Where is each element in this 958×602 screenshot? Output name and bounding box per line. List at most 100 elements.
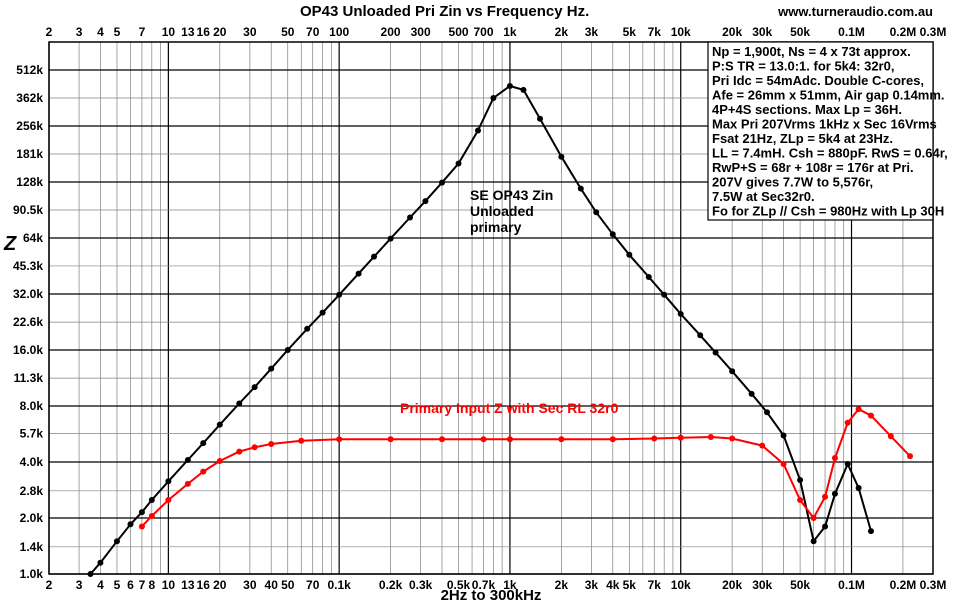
x-tick-top: 2k	[555, 25, 569, 39]
y-tick: 256k	[16, 119, 43, 133]
x-tick-top: 3	[76, 25, 83, 39]
info-line: 7.5W at Sec32r0.	[712, 189, 815, 204]
x-tick-bottom: 50k	[790, 578, 810, 592]
x-tick-bottom: 0.2k	[379, 578, 403, 592]
y-tick: 181k	[16, 147, 43, 161]
x-tick-top: 200	[381, 25, 401, 39]
x-tick-top: 7k	[648, 25, 662, 39]
y-tick: 22.6k	[13, 315, 43, 329]
x-tick-bottom: 20k	[722, 578, 742, 592]
x-tick-bottom: 4k	[606, 578, 620, 592]
x-tick-bottom: 5	[114, 578, 121, 592]
x-tick-bottom: 30k	[752, 578, 772, 592]
x-tick-bottom: 2	[46, 578, 53, 592]
y-tick: 4.0k	[20, 455, 44, 469]
y-tick: 1.0k	[20, 567, 44, 581]
y-tick: 90.5k	[13, 203, 43, 217]
x-tick-top: 1k	[503, 25, 517, 39]
x-tick-top: 10k	[671, 25, 691, 39]
x-tick-bottom: 7k	[648, 578, 662, 592]
x-tick-bottom: 10	[162, 578, 176, 592]
x-tick-bottom: 30	[243, 578, 257, 592]
x-tick-top: 20	[213, 25, 227, 39]
y-tick: 2.0k	[20, 511, 44, 525]
x-tick-top: 30	[243, 25, 257, 39]
info-line: Max Pri 207Vrms 1kHz x Sec 16Vrms	[712, 117, 937, 132]
y-tick: 16.0k	[13, 343, 43, 357]
x-axis-title: 2Hz to 300kHz	[441, 587, 542, 602]
x-tick-top: 20k	[722, 25, 742, 39]
info-line: Fo for ZLp // Csh = 980Hz with Lp 30H	[712, 204, 944, 219]
x-tick-bottom: 3k	[585, 578, 599, 592]
x-tick-bottom: 20	[213, 578, 227, 592]
x-tick-bottom: 40	[265, 578, 279, 592]
x-tick-bottom: 6	[127, 578, 134, 592]
y-tick: 64k	[23, 231, 43, 245]
x-tick-top: 5	[114, 25, 121, 39]
x-tick-bottom: 0.3k	[409, 578, 433, 592]
info-line: Fsat 21Hz, ZLp = 5k4 at 23Hz.	[712, 131, 893, 146]
info-line: P:S TR = 13.0:1. for 5k4: 32r0,	[712, 59, 894, 74]
x-tick-top: 13	[181, 25, 195, 39]
x-tick-bottom: 0.1M	[838, 578, 865, 592]
y-tick: 8.0k	[20, 399, 44, 413]
x-tick-bottom: 4	[97, 578, 104, 592]
series-label-unloaded: Unloaded	[470, 203, 534, 219]
chart-title: OP43 Unloaded Pri Zin vs Frequency Hz.	[300, 3, 589, 20]
x-tick-top: 3k	[585, 25, 599, 39]
x-tick-top: 7	[139, 25, 146, 39]
y-tick: 5.7k	[20, 426, 44, 440]
x-tick-top: 30k	[752, 25, 772, 39]
info-line: LL = 7.4mH. Csh = 880pF. RwS = 0.64r,	[712, 146, 948, 161]
watermark: www.turneraudio.com.au	[777, 4, 933, 19]
x-tick-top: 0.2M	[890, 25, 917, 39]
x-tick-top: 70	[306, 25, 320, 39]
y-tick: 512k	[16, 63, 43, 77]
y-tick: 45.3k	[13, 259, 43, 273]
info-line: 207V gives 7.7W to 5,576r,	[712, 175, 873, 190]
y-tick: 362k	[16, 91, 43, 105]
y-tick: 128k	[16, 175, 43, 189]
x-tick-bottom: 0.1k	[327, 578, 351, 592]
x-tick-bottom: 8	[148, 578, 155, 592]
y-tick: 32.0k	[13, 287, 43, 301]
y-tick: 1.4k	[20, 540, 44, 554]
x-tick-top: 700	[473, 25, 493, 39]
chart-container: Np = 1,900t, Ns = 4 x 73t approx.P:S TR …	[0, 0, 958, 602]
x-tick-top: 500	[449, 25, 469, 39]
info-line: Afe = 26mm x 51mm, Air gap 0.14mm.	[712, 88, 945, 103]
x-tick-bottom: 10k	[671, 578, 691, 592]
info-line: Np = 1,900t, Ns = 4 x 73t approx.	[712, 44, 911, 59]
x-tick-top: 300	[411, 25, 431, 39]
x-tick-top: 100	[329, 25, 349, 39]
x-tick-top: 10	[162, 25, 176, 39]
x-tick-top: 5k	[623, 25, 637, 39]
x-tick-bottom: 3	[76, 578, 83, 592]
y-axis-label: Z	[3, 233, 17, 255]
info-line: Pri Idc = 54mAdc. Double C-cores,	[712, 73, 924, 88]
y-tick: 2.8k	[20, 484, 44, 498]
x-tick-bottom: 70	[306, 578, 320, 592]
x-tick-top: 50k	[790, 25, 810, 39]
series-label-loaded: Primary Input Z with Sec RL 32r0	[400, 400, 619, 416]
x-tick-bottom: 2k	[555, 578, 569, 592]
x-tick-top: 2	[46, 25, 53, 39]
chart-svg: Np = 1,900t, Ns = 4 x 73t approx.P:S TR …	[0, 0, 958, 602]
x-tick-top: 0.3M	[920, 25, 947, 39]
x-tick-top: 4	[97, 25, 104, 39]
x-tick-bottom: 7	[139, 578, 146, 592]
x-tick-bottom: 0.3M	[920, 578, 947, 592]
x-tick-bottom: 0.2M	[890, 578, 917, 592]
x-tick-top: 16	[197, 25, 211, 39]
x-tick-bottom: 16	[197, 578, 211, 592]
y-tick: 11.3k	[14, 371, 44, 385]
x-tick-top: 50	[281, 25, 295, 39]
x-tick-bottom: 50	[281, 578, 295, 592]
info-line: RwP+S = 68r + 108r = 176r at Pri.	[712, 160, 914, 175]
x-tick-bottom: 13	[181, 578, 195, 592]
series-label-unloaded: primary	[470, 219, 522, 235]
series-label-unloaded: SE OP43 Zin	[470, 187, 553, 203]
x-tick-top: 0.1M	[838, 25, 865, 39]
x-tick-bottom: 5k	[623, 578, 637, 592]
info-line: 4P+4S sections. Max Lp = 36H.	[712, 102, 902, 117]
